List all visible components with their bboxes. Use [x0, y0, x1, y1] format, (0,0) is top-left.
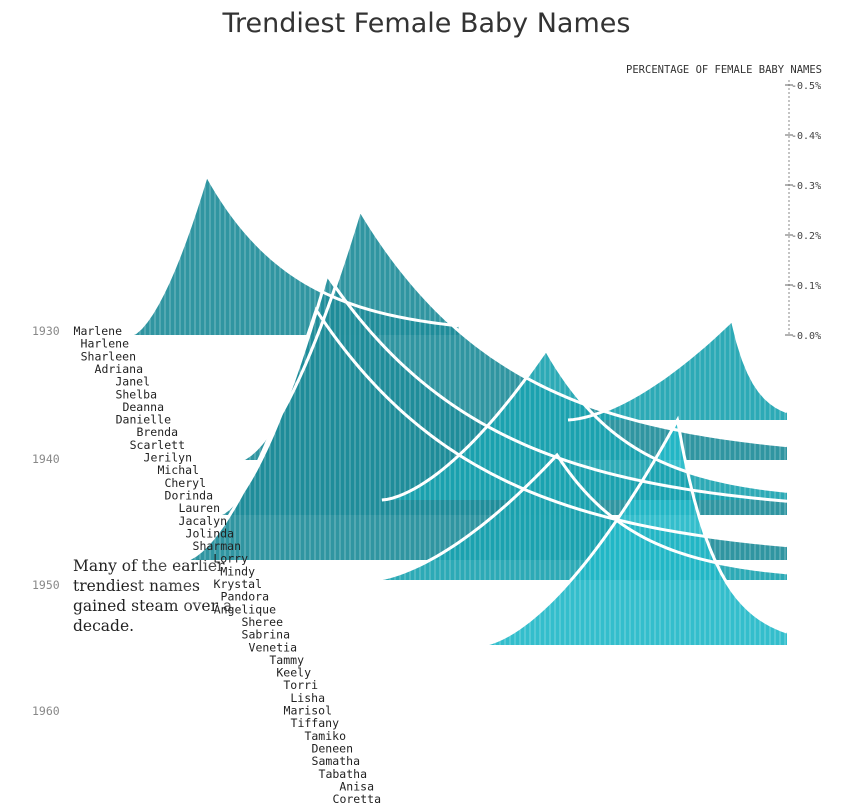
name-label: Sharman: [193, 539, 241, 553]
year-labels: 1930 1940 1950 1960: [32, 324, 60, 718]
name-label: Tiffany: [291, 716, 340, 730]
series-line: [184, 306, 788, 562]
name-label: Scarlett: [130, 438, 185, 452]
y-tick-label: -0.0%: [791, 331, 821, 342]
name-label: Shelba: [115, 387, 157, 401]
y-axis-label: PERCENTAGE OF FEMALE BABY NAMES: [626, 64, 822, 76]
y-tick-label: -0.3%: [791, 181, 821, 192]
name-label: Jacalyn: [179, 514, 227, 528]
series-line: [239, 206, 788, 462]
name-label: Pandora: [221, 590, 269, 604]
name-label: Adriana: [95, 362, 143, 376]
year-label: 1960: [32, 704, 60, 718]
name-label: Deneen: [311, 741, 353, 755]
name-label: Lorry: [213, 552, 248, 566]
name-label: Jolinda: [186, 526, 234, 540]
series-area: [568, 320, 787, 420]
name-label: Lisha: [290, 691, 325, 705]
series-areas: [129, 80, 788, 811]
name-label: Marlene: [74, 324, 123, 338]
name-label: Jerilyn: [144, 451, 192, 465]
name-label: Keely: [276, 666, 311, 680]
name-label: Cheryl: [164, 476, 206, 490]
series-area: [184, 310, 787, 560]
name-label: Dorinda: [165, 488, 213, 502]
name-label: Danielle: [116, 413, 171, 427]
name-label: Michal: [157, 463, 199, 477]
name-label: Torri: [283, 678, 318, 692]
name-label: Tabatha: [319, 767, 367, 781]
name-label: Venetia: [249, 640, 297, 654]
name-labels: MarleneHarleneSharleenAdrianaJanelShelba…: [74, 324, 381, 806]
series-line: [129, 171, 459, 337]
name-label: Tammy: [269, 653, 304, 667]
name-label: Marisol: [284, 704, 332, 718]
name-label: Mindy: [220, 564, 255, 578]
series-line: [480, 415, 788, 647]
chart-title: Trendiest Female Baby Names: [222, 8, 631, 39]
name-label: Sabrina: [242, 628, 290, 642]
name-label: Angelique: [214, 602, 276, 616]
y-tick-label: -0.2%: [791, 231, 821, 242]
name-label: Coretta: [333, 792, 381, 806]
y-tick-labels: -0.0% -0.1% -0.2% -0.3% -0.4% -0.5%: [785, 81, 821, 342]
year-label: 1940: [32, 452, 60, 466]
y-tick-label: -0.1%: [791, 281, 821, 292]
series-lines: [129, 171, 788, 647]
name-label: Sheree: [241, 615, 283, 629]
name-label: Krystal: [214, 577, 262, 591]
name-label: Harlene: [81, 337, 130, 351]
year-label: 1950: [32, 578, 60, 592]
y-tick-label: -0.5%: [791, 81, 821, 92]
series-area: [381, 350, 787, 500]
series-line: [381, 347, 788, 502]
name-label: Janel: [115, 375, 150, 389]
name-label: Anisa: [339, 779, 374, 793]
series-area: [130, 175, 459, 335]
name-label: Deanna: [122, 400, 164, 414]
y-tick-label: -0.4%: [791, 131, 821, 142]
bar-hatching: [129, 80, 786, 811]
year-label: 1930: [32, 324, 60, 338]
name-label: Sharleen: [81, 349, 136, 363]
annotation-text: Many of the earlier trendiest names gain…: [73, 557, 233, 635]
series-line: [567, 317, 788, 422]
name-label: Brenda: [136, 425, 178, 439]
series-area: [370, 455, 787, 580]
name-label: Lauren: [178, 501, 220, 515]
name-label: Tamiko: [304, 729, 346, 743]
name-label: Samatha: [312, 754, 360, 768]
